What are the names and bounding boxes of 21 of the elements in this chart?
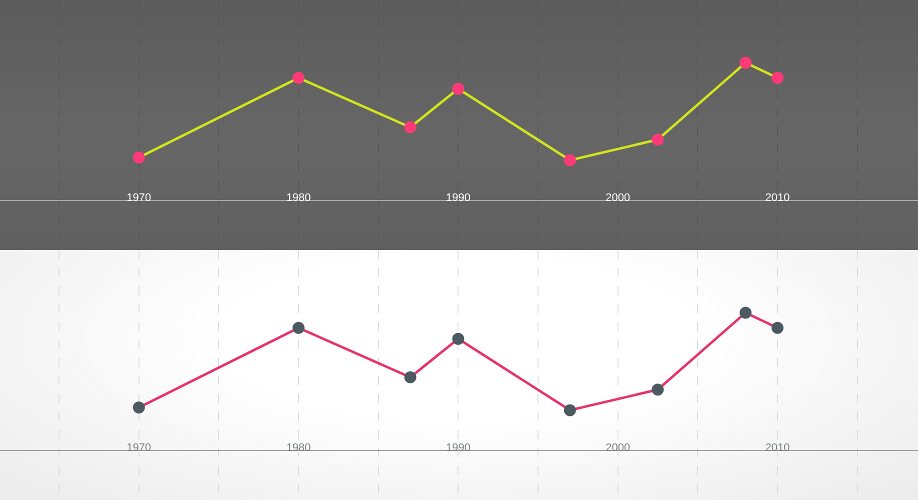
point	[132, 401, 145, 414]
point	[404, 371, 416, 384]
x-tick-label: 1970	[126, 192, 152, 204]
point	[564, 154, 576, 166]
x-tick-label: 2000	[606, 192, 630, 204]
point	[652, 134, 664, 146]
point	[772, 322, 784, 334]
point	[292, 322, 305, 334]
point	[452, 82, 464, 95]
point	[740, 306, 752, 319]
x-tick-label: 1990	[446, 192, 470, 204]
x-tick-label: 2010	[765, 192, 790, 204]
point	[292, 72, 305, 84]
point	[652, 384, 664, 396]
x-tick-label: 1980	[286, 192, 311, 204]
point	[772, 72, 784, 84]
point	[564, 404, 576, 416]
point	[452, 332, 464, 345]
point	[132, 151, 145, 164]
point	[404, 121, 416, 134]
point	[740, 56, 752, 69]
